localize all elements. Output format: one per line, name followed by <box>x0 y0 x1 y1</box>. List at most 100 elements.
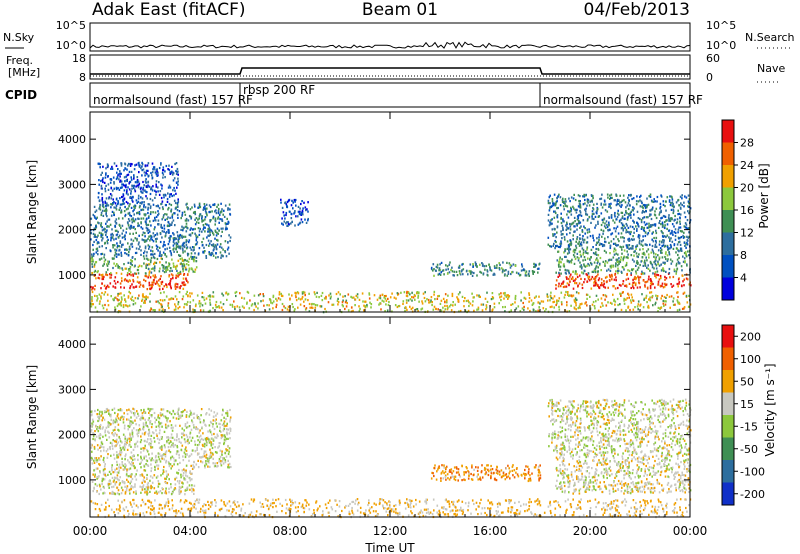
heatmap-region-6 <box>555 272 692 290</box>
nsearch-label: N.Search <box>745 31 795 44</box>
power-y-ticks: 1000 2000 3000 4000 <box>58 133 690 282</box>
time-tick-0: 00:00 <box>73 524 108 538</box>
heatmap-region-0 <box>90 272 189 291</box>
ytick-label-2: 3000 <box>58 178 86 191</box>
heatmap-region-1 <box>90 256 198 275</box>
velocity-y-ticks: 1000 2000 3000 4000 <box>58 338 690 487</box>
cpid-segment-1: normalsound (fast) 157 RF <box>93 93 253 107</box>
freq-trace <box>90 67 690 77</box>
station-title: Adak East (fitACF) <box>92 0 246 20</box>
freq-tick-top: 18 <box>72 52 86 65</box>
colorbar-swatch-4 <box>722 187 734 210</box>
colorbar-tick-1: 8 <box>740 249 747 262</box>
velocity-colorbar: 200 100 50 15 -15 -50 -100 -200 <box>721 324 765 506</box>
colorbar-tick-2: 50 <box>740 375 754 388</box>
power-colorbar: 4 8 12 16 20 24 28 <box>721 119 754 301</box>
ytick-label-3: 4000 <box>58 133 86 146</box>
nsky-tick-bottom: 10^0 <box>56 39 86 52</box>
cpid-segment-3: normalsound (fast) 157 RF <box>543 93 703 107</box>
cpid-panel: CPID normalsound (fast) 157 RF rbsp 200 … <box>5 82 703 108</box>
freq-unit: [MHz] <box>8 66 40 79</box>
ytick-label-1: 2000 <box>58 224 86 237</box>
nsearch-tick-bottom: 10^0 <box>706 39 736 52</box>
heatmap-region-1 <box>90 407 232 469</box>
heatmap-region-3 <box>555 452 692 495</box>
colorbar-tick-0: 200 <box>740 330 761 343</box>
colorbar-tick-3: 16 <box>740 204 754 217</box>
heatmap-region-3 <box>97 161 180 205</box>
colorbar-tick-5: 24 <box>740 159 754 172</box>
colorbar-swatch-7 <box>722 325 734 348</box>
power-panel: 1000 2000 3000 4000 Slant Range [km] 4 8 12 16… <box>25 111 771 314</box>
heatmap-region-8 <box>547 193 692 250</box>
xaxis-label: Time UT <box>364 541 415 554</box>
nsky-trace <box>89 41 691 49</box>
nsky-label: N.Sky <box>3 31 35 44</box>
colorbar-tick-3: 15 <box>740 398 754 411</box>
heatmap-region-5 <box>90 498 692 519</box>
time-tick-5: 20:00 <box>573 524 608 538</box>
nsearch-tick-top: 10^5 <box>706 19 736 32</box>
cpid-segment-2: rbsp 200 RF <box>243 83 315 97</box>
velocity-panel: 1000 2000 3000 4000 Slant Range [km] 200 100… <box>25 316 777 519</box>
velocity-colorbar-label: Velocity [m s⁻¹] <box>763 363 777 456</box>
colorbar-swatch-0 <box>722 277 734 300</box>
heatmap-region-4 <box>280 198 309 227</box>
time-tick-6: 00:00 <box>673 524 708 538</box>
heatmap-region-9 <box>90 290 692 314</box>
cpid-label: CPID <box>5 88 37 102</box>
heatmap-region-5 <box>430 261 541 277</box>
colorbar-tick-7: -200 <box>740 488 765 501</box>
velocity-ylabel: Slant Range [km] <box>25 365 39 469</box>
ytick-label-0: 1000 <box>58 269 86 282</box>
power-colorbar-label: Power [dB] <box>757 163 771 228</box>
colorbar-tick-5: -50 <box>740 443 758 456</box>
freq-panel: Freq. [MHz] 18 8 60 0 Nave <box>6 52 785 84</box>
colorbar-swatch-3 <box>722 210 734 233</box>
heatmap-region-7 <box>555 247 691 275</box>
colorbar-tick-0: 4 <box>740 272 747 285</box>
colorbar-swatch-3 <box>722 415 734 438</box>
power-x-ticks <box>89 112 691 312</box>
colorbar-swatch-7 <box>722 120 734 143</box>
heatmap-region-4 <box>547 398 692 455</box>
colorbar-tick-4: -15 <box>740 420 758 433</box>
freq-label: Freq. <box>6 54 33 67</box>
freq-tick-bottom: 8 <box>79 71 86 84</box>
colorbar-swatch-2 <box>722 232 734 255</box>
power-ylabel: Slant Range [km] <box>25 160 39 264</box>
colorbar-swatch-6 <box>722 347 734 370</box>
nsky-tick-top: 10^5 <box>56 19 86 32</box>
time-axis-labels: 00:00 04:00 08:00 12:00 16:00 20:00 00:00 <box>73 524 708 538</box>
colorbar-tick-1: 100 <box>740 353 761 366</box>
heatmap-region-2 <box>430 464 542 483</box>
nave-tick-bottom: 0 <box>706 71 713 84</box>
colorbar-swatch-2 <box>722 437 734 460</box>
nsky-series <box>89 41 691 49</box>
velocity-x-ticks <box>89 317 691 517</box>
ytick-label-3: 4000 <box>58 338 86 351</box>
colorbar-swatch-1 <box>722 460 734 483</box>
time-tick-4: 16:00 <box>473 524 508 538</box>
colorbar-tick-2: 12 <box>740 227 754 240</box>
velocity-data <box>90 398 692 519</box>
colorbar-tick-4: 20 <box>740 182 754 195</box>
colorbar-swatch-1 <box>722 255 734 278</box>
colorbar-swatch-5 <box>722 370 734 393</box>
ytick-label-2: 3000 <box>58 383 86 396</box>
freq-series <box>90 67 690 75</box>
nave-tick-top: 60 <box>706 52 720 65</box>
colorbar-swatch-5 <box>722 165 734 188</box>
colorbar-tick-6: -100 <box>740 465 765 478</box>
heatmap-region-0 <box>91 466 196 496</box>
ytick-label-0: 1000 <box>58 474 86 487</box>
date-title: 04/Feb/2013 <box>584 0 690 20</box>
beam-title: Beam 01 <box>362 0 438 20</box>
ytick-label-1: 2000 <box>58 429 86 442</box>
colorbar-swatch-4 <box>722 392 734 415</box>
time-tick-3: 12:00 <box>373 524 408 538</box>
colorbar-tick-6: 28 <box>740 137 754 150</box>
nave-label: Nave <box>757 62 785 75</box>
heatmap-region-2 <box>90 202 232 259</box>
